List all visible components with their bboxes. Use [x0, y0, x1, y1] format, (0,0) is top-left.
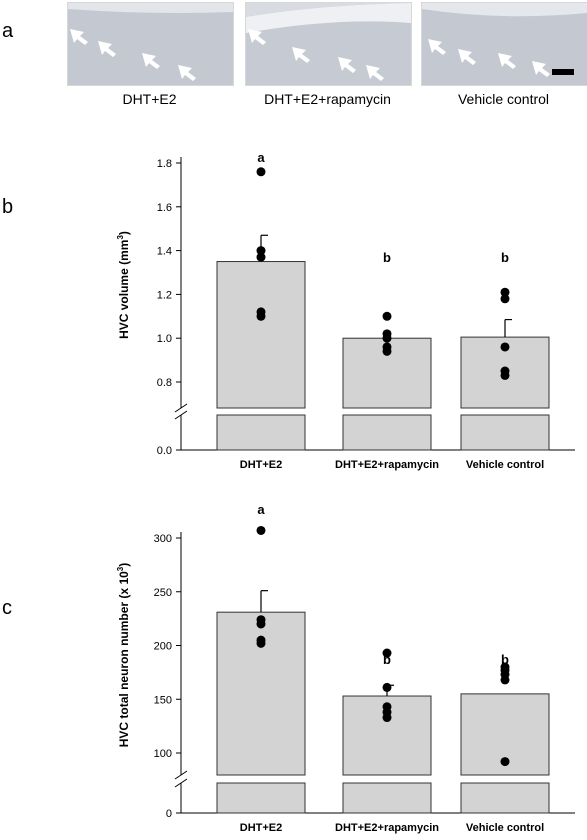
y-tick-label: 200: [154, 641, 172, 653]
data-point: [382, 311, 392, 321]
y-tick-label: 250: [154, 587, 172, 599]
y-tick-label: 1.2: [157, 289, 172, 301]
y-tick-label: 300: [154, 533, 172, 545]
data-point: [382, 713, 392, 723]
data-point: [256, 167, 266, 177]
bar-lower: [342, 782, 432, 814]
y-axis-label: HVC total neuron number (x 103): [116, 563, 131, 747]
bar-lower: [342, 414, 432, 451]
significance-letter: b: [383, 250, 391, 265]
axis-break-mark: [174, 403, 188, 413]
y-tick-label: 1.4: [157, 246, 172, 258]
bar-lower: [216, 782, 306, 814]
significance-letter: a: [257, 150, 265, 165]
category-label: DHT+E2: [240, 459, 283, 471]
data-point: [256, 638, 266, 648]
category-label: Vehicle control: [466, 459, 544, 471]
y-tick-label: 1.6: [157, 202, 172, 214]
hvc-volume-chart: 0.0 0.8 1.0 1.2 1.4 1.6 1.8 HVC volume (mm3) a DH…: [116, 150, 575, 471]
data-point: [256, 619, 266, 629]
data-point: [500, 342, 510, 352]
scale-bar: [552, 69, 574, 75]
y-tick-label: 1.8: [157, 158, 172, 170]
significance-letter: b: [501, 652, 509, 667]
hvc-neuron-number-chart: 0 100 150 200 250 300 HVC total neuron number …: [116, 502, 575, 834]
y-tick-label: 0.0: [157, 445, 172, 457]
category-label: DHT+E2+rapamycin: [335, 459, 439, 471]
data-point: [500, 370, 510, 380]
bar-lower: [460, 414, 550, 451]
significance-letter: b: [383, 652, 391, 667]
data-point: [500, 757, 510, 767]
axis-break-mark: [174, 770, 188, 780]
white-arrow-icon: [428, 39, 550, 77]
micrograph-caption-dht-e2: DHT+E2: [122, 91, 177, 107]
data-point: [256, 246, 266, 256]
y-tick-label: 0: [166, 808, 172, 820]
axis-break-mark: [174, 778, 188, 788]
panel-label-b: b: [2, 196, 14, 218]
significance-letter: a: [257, 502, 265, 517]
y-axis-label: HVC volume (mm3): [116, 231, 131, 339]
y-tick-label: 100: [154, 748, 172, 760]
panel-label-a: a: [2, 20, 14, 42]
panel-label-c: c: [2, 597, 12, 619]
y-tick-label: 1.0: [157, 333, 172, 345]
data-point: [500, 675, 510, 685]
significance-letter: b: [501, 250, 509, 265]
white-arrow-icon: [70, 29, 196, 81]
bar-lower: [216, 414, 306, 451]
category-label: DHT+E2: [240, 822, 283, 834]
bar-lower: [460, 782, 550, 814]
data-point: [382, 346, 392, 356]
micrograph-caption-dht-e2-rapamycin: DHT+E2+rapamycin: [264, 91, 391, 107]
data-point: [382, 333, 392, 343]
category-label: DHT+E2+rapamycin: [335, 822, 439, 834]
data-point: [500, 294, 510, 304]
white-arrow-icon: [248, 29, 384, 81]
micrograph-dht-e2-rapamycin: [245, 2, 412, 86]
axis-break-mark: [174, 410, 188, 420]
y-tick-label: 0.8: [157, 377, 172, 389]
data-point: [256, 252, 266, 262]
data-point: [500, 287, 510, 297]
data-point: [382, 648, 392, 658]
micrograph-caption-vehicle-control: Vehicle control: [457, 91, 550, 107]
y-tick-label: 150: [154, 694, 172, 706]
data-point: [256, 525, 266, 535]
category-label: Vehicle control: [466, 822, 544, 834]
bar-upper: [216, 261, 306, 409]
micrograph-vehicle-control: [421, 2, 587, 86]
micrograph-dht-e2: [67, 2, 234, 86]
data-point: [382, 682, 392, 692]
data-point: [256, 311, 266, 321]
